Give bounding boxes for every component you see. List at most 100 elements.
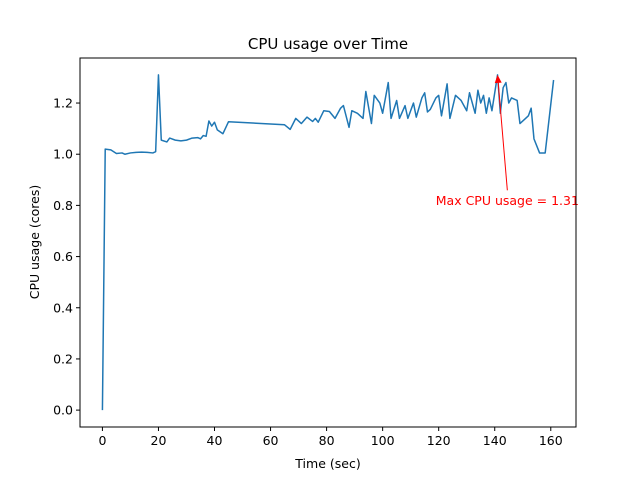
y-tick-label: 0.2 [53, 351, 73, 366]
data-point [317, 121, 319, 123]
data-point [516, 100, 518, 102]
data-point [502, 87, 504, 89]
data-point [424, 92, 426, 94]
data-point [387, 82, 389, 84]
data-point [362, 118, 364, 120]
y-tick-label: 0.8 [53, 198, 73, 213]
data-point [511, 97, 513, 99]
data-point [379, 102, 381, 104]
data-point [135, 152, 137, 154]
data-point [413, 102, 415, 104]
data-point [351, 110, 353, 112]
data-point [211, 125, 213, 127]
data-point [130, 152, 132, 154]
data-point [539, 152, 541, 154]
plot-frame [79, 57, 577, 428]
data-point [399, 118, 401, 120]
data-point [407, 118, 409, 120]
data-point [329, 111, 331, 113]
data-point [480, 102, 482, 104]
data-point [441, 115, 443, 117]
data-point [180, 140, 182, 142]
chart-title: CPU usage over Time [248, 35, 408, 53]
data-point [343, 105, 345, 107]
data-point [301, 123, 303, 125]
data-point [289, 129, 291, 131]
series-line [101, 74, 555, 411]
data-point [455, 95, 457, 97]
data-point [365, 91, 367, 93]
data-point [396, 100, 398, 102]
data-point [306, 116, 308, 118]
data-point [214, 121, 216, 123]
annotation-arrow [497, 82, 508, 191]
data-point [390, 118, 392, 120]
data-point [469, 92, 471, 94]
data-point [371, 123, 373, 125]
data-point [429, 109, 431, 111]
x-tick-label: 60 [263, 433, 279, 448]
data-point [228, 121, 230, 123]
data-point [544, 152, 546, 154]
data-point [533, 138, 535, 140]
data-point [205, 136, 207, 138]
data-point [166, 141, 168, 143]
y-tick-label: 0.4 [53, 300, 73, 315]
data-point [208, 120, 210, 122]
data-point [508, 102, 510, 104]
data-point [460, 100, 462, 102]
data-point [415, 116, 417, 118]
x-tick-label: 80 [319, 433, 335, 448]
data-point [295, 118, 297, 120]
annotation-text: Max CPU usage = 1.31 [436, 193, 579, 208]
data-point [525, 118, 527, 120]
data-point [200, 138, 202, 140]
data-point [217, 129, 219, 131]
x-tick-label: 140 [483, 433, 507, 448]
data-point [404, 105, 406, 107]
data-point [483, 95, 485, 97]
x-tick-label: 0 [98, 433, 106, 448]
data-point [553, 79, 555, 81]
data-point [202, 135, 204, 137]
data-point [169, 137, 171, 139]
data-point [449, 118, 451, 120]
data-point [382, 112, 384, 114]
data-point [528, 115, 530, 117]
data-point [116, 153, 118, 155]
data-point [158, 74, 160, 76]
data-point [152, 152, 154, 154]
data-point [141, 151, 143, 153]
data-point [315, 118, 317, 120]
data-point [373, 95, 375, 97]
x-tick-label: 20 [151, 433, 167, 448]
data-point [334, 118, 336, 120]
y-tick-label: 0.0 [53, 403, 73, 418]
data-point [446, 83, 448, 85]
data-point [222, 133, 224, 135]
data-point [197, 137, 199, 139]
data-point [186, 139, 188, 141]
data-point [427, 111, 429, 113]
data-point [491, 110, 493, 112]
data-point [477, 89, 479, 91]
data-point [435, 97, 437, 99]
y-tick-label: 0.6 [53, 249, 73, 264]
data-point [174, 139, 176, 141]
annotation-arrowhead [494, 74, 502, 84]
x-tick-label: 120 [427, 433, 451, 448]
data-point [124, 153, 126, 155]
data-point [357, 112, 359, 114]
data-point [348, 127, 350, 129]
data-point [121, 152, 123, 154]
y-tick-label: 1.0 [53, 147, 73, 162]
data-point [474, 112, 476, 114]
data-point [466, 110, 468, 112]
data-point [110, 149, 112, 151]
data-point [438, 95, 440, 97]
data-point [486, 112, 488, 114]
data-point [284, 124, 286, 126]
data-point [191, 137, 193, 139]
